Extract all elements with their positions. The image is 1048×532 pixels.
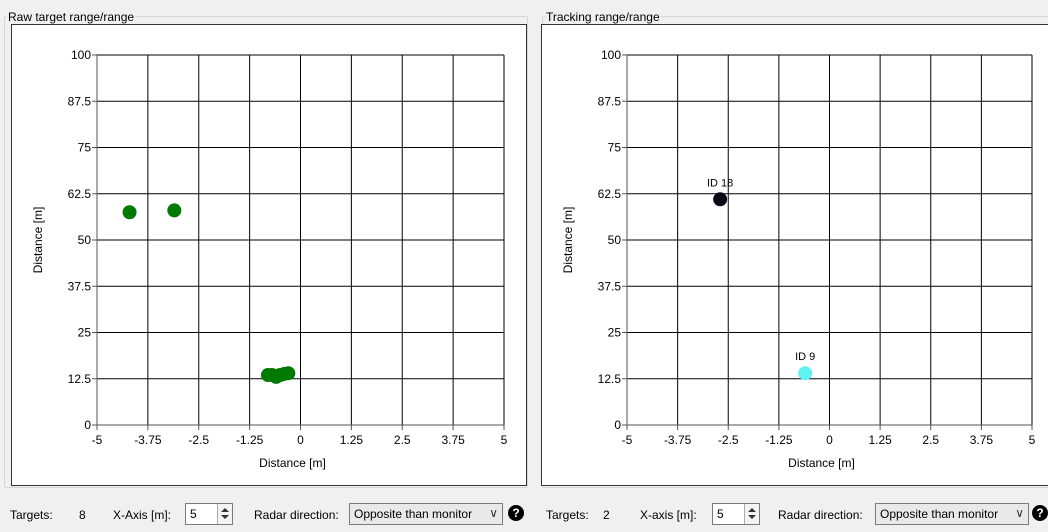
tracking-controls: Targets: 2 X-axis [m]: 5 Radar direction… xyxy=(538,500,1048,528)
raw-target-controls: Targets: 8 X-Axis [m]: 5 Radar direction… xyxy=(0,500,530,528)
point-label: ID 18 xyxy=(707,177,733,189)
x-tick-label: -1.25 xyxy=(765,433,793,447)
y-tick-label: 0 xyxy=(84,418,91,432)
y-tick-label: 75 xyxy=(608,141,622,155)
tracking-plot-area: -5 -3.75 -2.5 -1.25 0 1.25 2.5 3.75 5 0 12.5 25 37.5… xyxy=(541,24,1048,486)
y-tick-label: 12.5 xyxy=(68,372,92,386)
y-tick-label: 50 xyxy=(78,233,92,247)
tracking-chart: -5 -3.75 -2.5 -1.25 0 1.25 2.5 3.75 5012.52537.5… xyxy=(561,48,1036,470)
y-axis-title: Distance [m] xyxy=(561,207,575,274)
x-tick-label: 0 xyxy=(297,433,304,447)
x-tick-label: -3.75 xyxy=(134,433,162,447)
x-axis-stepper[interactable]: 5 xyxy=(712,503,760,525)
y-tick-label: 37.5 xyxy=(598,279,622,293)
x-axis-label: X-axis [m]: xyxy=(640,508,697,522)
help-icon[interactable]: ? xyxy=(508,505,524,521)
y-tick-label: 50 xyxy=(608,233,622,247)
data-point xyxy=(281,366,296,381)
x-tick-label: -2.5 xyxy=(718,433,739,447)
radar-direction-value[interactable]: Opposite than monitor xyxy=(880,507,999,521)
raw-target-chart: -5 -3.75 -2.5 -1.25 0 1.25 2.5 3.75 5012.52537.5… xyxy=(31,48,508,470)
y-tick-label: 0 xyxy=(614,418,621,432)
x-tick-label: 0 xyxy=(826,433,833,447)
y-tick-label: 25 xyxy=(608,326,622,340)
radar-direction-label: Radar direction: xyxy=(254,508,339,522)
raw-target-panel: Raw target range/range -5 -3.75 -2.5 -1.25 0… xyxy=(0,10,530,528)
x-tick-label: 1.25 xyxy=(868,433,892,447)
point-label: ID 9 xyxy=(795,351,815,363)
tracking-title: Tracking range/range xyxy=(545,10,661,24)
y-tick-label: 100 xyxy=(71,48,91,62)
stepper-buttons[interactable] xyxy=(744,504,759,524)
tracking-panel: Tracking range/range -5 -3.75 -2.5 -1.25 0 1.… xyxy=(538,0,1048,532)
x-tick-label: 2.5 xyxy=(922,433,939,447)
x-tick-label: 1.25 xyxy=(340,433,364,447)
stepper-down-icon[interactable] xyxy=(221,515,229,519)
targets-count: 2 xyxy=(603,508,610,522)
x-axis-title: Distance [m] xyxy=(788,456,855,470)
x-tick-label: 3.75 xyxy=(441,433,465,447)
raw-target-group-box xyxy=(4,16,528,488)
radar-direction-value[interactable]: Opposite than monitor xyxy=(354,507,473,521)
radar-direction-select[interactable]: Opposite than monitor ∨ xyxy=(875,503,1029,525)
stepper-up-icon[interactable] xyxy=(221,508,229,512)
y-tick-label: 62.5 xyxy=(68,187,92,201)
y-tick-label: 100 xyxy=(601,48,621,62)
y-tick-label: 87.5 xyxy=(598,94,622,108)
x-tick-label: -3.75 xyxy=(664,433,692,447)
y-tick-label: 87.5 xyxy=(68,94,92,108)
radar-direction-select[interactable]: Opposite than monitor ∨ xyxy=(349,503,503,525)
stepper-down-icon[interactable] xyxy=(748,515,756,519)
targets-label: Targets: xyxy=(546,508,589,522)
x-tick-label: 3.75 xyxy=(970,433,994,447)
chevron-down-icon[interactable]: ∨ xyxy=(1013,506,1024,520)
x-tick-label: 2.5 xyxy=(394,433,411,447)
x-axis-label: X-Axis [m]: xyxy=(113,508,172,522)
y-axis-title: Distance [m] xyxy=(31,207,45,274)
data-point xyxy=(798,366,813,381)
x-axis-value[interactable]: 5 xyxy=(190,507,197,521)
x-tick-label: 5 xyxy=(501,433,508,447)
data-point xyxy=(713,192,728,207)
targets-label: Targets: xyxy=(10,508,53,522)
stepper-up-icon[interactable] xyxy=(748,508,756,512)
stepper-buttons[interactable] xyxy=(217,504,232,524)
y-tick-label: 62.5 xyxy=(598,187,622,201)
help-icon[interactable]: ? xyxy=(1032,505,1048,521)
radar-direction-label: Radar direction: xyxy=(778,508,863,522)
raw-target-plot-area: -5 -3.75 -2.5 -1.25 0 1.25 2.5 3.75 5 0 12.5 25 37.5… xyxy=(11,24,527,486)
y-tick-label: 25 xyxy=(78,326,92,340)
targets-count: 8 xyxy=(79,508,86,522)
x-axis-title: Distance [m] xyxy=(259,456,326,470)
x-tick-label: 5 xyxy=(1029,433,1036,447)
data-point xyxy=(167,203,182,218)
x-axis-stepper[interactable]: 5 xyxy=(185,503,233,525)
data-point xyxy=(122,205,137,220)
x-axis-value[interactable]: 5 xyxy=(717,507,724,521)
y-tick-label: 75 xyxy=(78,141,92,155)
x-tick-label: -5 xyxy=(92,433,103,447)
y-tick-label: 12.5 xyxy=(598,372,622,386)
raw-target-title: Raw target range/range xyxy=(7,10,136,24)
x-tick-label: -2.5 xyxy=(188,433,209,447)
chevron-down-icon[interactable]: ∨ xyxy=(487,506,498,520)
y-tick-label: 37.5 xyxy=(68,279,92,293)
x-tick-label: -1.25 xyxy=(236,433,264,447)
x-tick-label: -5 xyxy=(622,433,633,447)
